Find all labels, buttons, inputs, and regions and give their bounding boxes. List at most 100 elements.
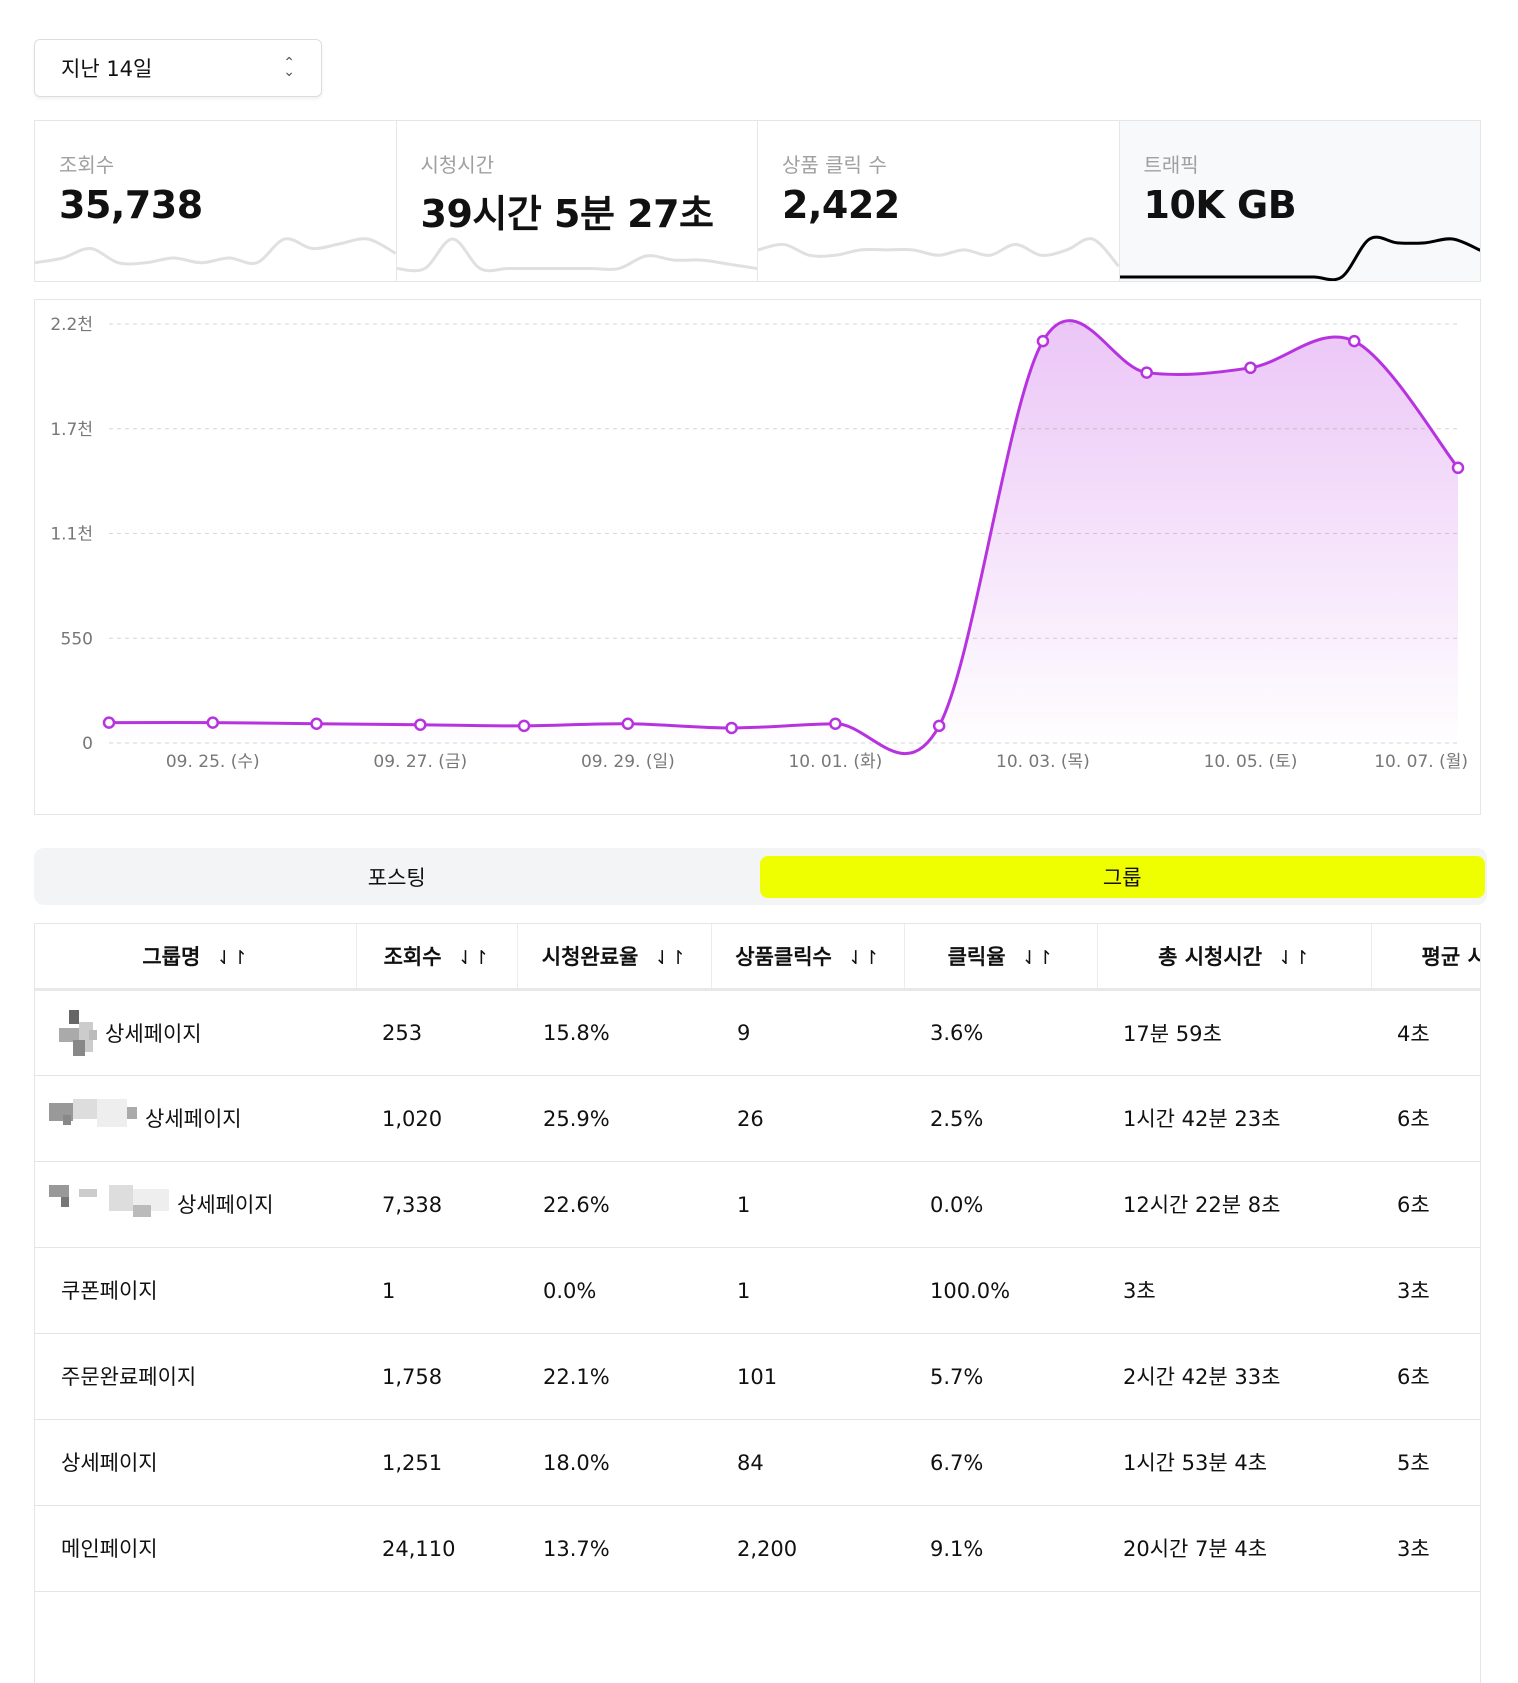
tab-posting[interactable]: 포스팅 [367, 865, 426, 890]
column-header-label: 총 시청시간 [1158, 944, 1263, 969]
sort-icon[interactable]: ⇃↾ [457, 946, 490, 969]
table-cell: 2.5% [904, 1075, 1097, 1162]
table-cell: 1,251 [356, 1419, 517, 1506]
sparkline-path [396, 237, 757, 273]
data-point[interactable] [621, 717, 635, 731]
data-point[interactable] [829, 717, 842, 731]
table-cell: 3초 [1097, 1247, 1371, 1334]
x-tick-label: 10. 07. (월) [1374, 752, 1468, 772]
table-cell: 1,758 [356, 1333, 517, 1420]
cell-text: 1시간 42분 23초 [1123, 1107, 1281, 1131]
stat-card-watch-time[interactable]: 시청시간 39시간 5분 27초 [396, 121, 758, 281]
table-cell: 101 [711, 1333, 904, 1420]
data-point[interactable] [310, 717, 323, 731]
table-row[interactable]: 상세페이지 253 15.8% 9 3.6% 17분 59초 4초 [35, 989, 1480, 1076]
cell-text: 12시간 22분 8초 [1123, 1193, 1281, 1217]
data-point[interactable] [1451, 461, 1465, 475]
sort-icon[interactable]: ⇃↾ [216, 946, 249, 969]
column-header[interactable]: 평균 시 [1371, 924, 1480, 991]
table-row[interactable]: 상세페이지 1,251 18.0% 84 6.7% 1시간 53분 4초 5초 [35, 1419, 1480, 1506]
cell-text: 253 [382, 1021, 423, 1045]
sort-icon[interactable]: ⇃↾ [1021, 946, 1054, 969]
column-header[interactable]: 총 시청시간 ⇃↾ [1097, 924, 1372, 991]
x-tick-label: 09. 27. (금) [373, 752, 467, 772]
data-point[interactable] [1347, 334, 1361, 348]
column-header-label: 클릭율 [947, 944, 1006, 969]
cell-text: 4초 [1397, 1021, 1430, 1046]
cell-text: 13.7% [543, 1536, 610, 1561]
table-cell: 1시간 53분 4초 [1097, 1419, 1371, 1506]
data-point[interactable] [102, 716, 116, 729]
column-header[interactable]: 그룹명 ⇃↾ [35, 924, 357, 991]
x-tick-label: 09. 29. (일) [581, 752, 675, 772]
cell-text: 15.8% [543, 1021, 610, 1045]
column-header-label: 그룹명 [142, 944, 201, 969]
cell-text: 1 [382, 1278, 396, 1303]
table-row[interactable]: 메인페이지 24,110 13.7% 2,200 9.1% 20시간 7분 4초 3초 [35, 1505, 1480, 1592]
cell-text: 6.7% [930, 1450, 984, 1475]
column-header-label: 조회수 [383, 944, 442, 969]
period-select[interactable]: 지난 14일 ⌃ ⌄ [34, 39, 322, 97]
cell-text: 7,338 [382, 1192, 443, 1217]
x-tick-label: 10. 01. (화) [788, 752, 882, 772]
data-point[interactable] [1140, 366, 1153, 379]
area-fill [109, 320, 1458, 754]
table-cell: 2시간 42분 33초 [1097, 1333, 1371, 1420]
y-tick-label: 1.1천 [50, 525, 93, 545]
blurred-thumbnail [49, 1181, 173, 1227]
data-point[interactable] [932, 719, 946, 733]
column-header[interactable]: 상품클릭수 ⇃↾ [711, 924, 905, 991]
data-point[interactable] [1036, 334, 1050, 348]
data-point[interactable] [517, 719, 531, 733]
data-point[interactable] [206, 716, 220, 729]
table-row[interactable]: 상세페이지 1,020 25.9% 26 2.5% 1시간 42분 23초 6초 [35, 1075, 1480, 1162]
stat-card-views[interactable]: 조회수 35,738 [35, 121, 397, 281]
cell-text: 5.7% [930, 1364, 984, 1389]
cell-text: 2,200 [737, 1536, 798, 1561]
table-cell: 1 [711, 1161, 904, 1248]
cell-text: 84 [737, 1450, 764, 1475]
table-cell: 상세페이지 [35, 989, 356, 1076]
stat-label: 상품 클릭 수 [782, 153, 887, 177]
cell-text: 1,020 [382, 1106, 443, 1131]
cell-text: 5초 [1397, 1451, 1430, 1475]
table-row[interactable]: 쿠폰페이지 1 0.0% 1 100.0% 3초 3초 [35, 1247, 1480, 1334]
stat-card-traffic[interactable]: 트래픽 10K GB [1119, 121, 1480, 281]
table-cell: 7,338 [356, 1161, 517, 1248]
y-tick-label: 2.2천 [50, 315, 93, 335]
sort-icon[interactable]: ⇃↾ [654, 946, 687, 969]
cell-text: 24,110 [382, 1536, 456, 1561]
cell-text: 2시간 42분 33초 [1123, 1365, 1281, 1389]
sort-icon[interactable]: ⇃↾ [1278, 946, 1310, 969]
table-cell: 22.1% [517, 1333, 711, 1420]
cell-text: 17분 59초 [1123, 1021, 1222, 1046]
sort-icon[interactable]: ⇃↾ [847, 946, 880, 969]
table-cell: 26 [711, 1075, 904, 1162]
data-point[interactable] [1244, 361, 1257, 375]
table-row[interactable]: 상세페이지 7,338 22.6% 1 0.0% 12시간 22분 8초 6초 [35, 1161, 1480, 1248]
table-cell: 24,110 [356, 1505, 517, 1592]
cell-text: 26 [737, 1106, 764, 1131]
cell-text: 2.5% [930, 1106, 984, 1131]
table-cell: 6초 [1371, 1161, 1480, 1248]
tab-group[interactable]: 그룹 [759, 855, 1485, 898]
blurred-thumbnail [49, 1095, 141, 1141]
data-point[interactable] [414, 718, 427, 731]
stat-cards: 조회수 35,738 시청시간 39시간 5분 27초 상품 클릭 수 2,42… [34, 120, 1481, 282]
table-cell: 15.8% [517, 989, 711, 1076]
sparkline [35, 237, 396, 266]
stat-card-product-clicks[interactable]: 상품 클릭 수 2,422 [758, 121, 1120, 281]
series-line [108, 319, 1460, 755]
stat-value: 10K GB [1143, 183, 1297, 227]
stat-label: 트래픽 [1143, 153, 1199, 177]
table-cell: 상세페이지 [35, 1419, 356, 1506]
cell-text: 상세페이지 [177, 1193, 274, 1217]
cell-text: 상세페이지 [61, 1451, 158, 1475]
table-cell: 메인페이지 [35, 1505, 356, 1592]
table-row[interactable]: 주문완료페이지 1,758 22.1% 101 5.7% 2시간 42분 33초 6초 [35, 1333, 1480, 1420]
column-header[interactable]: 조회수 ⇃↾ [356, 924, 518, 991]
column-header[interactable]: 시청완료율 ⇃↾ [517, 924, 712, 991]
data-point[interactable] [725, 721, 738, 735]
sparkline [758, 237, 1119, 268]
column-header[interactable]: 클릭율 ⇃↾ [904, 924, 1098, 991]
